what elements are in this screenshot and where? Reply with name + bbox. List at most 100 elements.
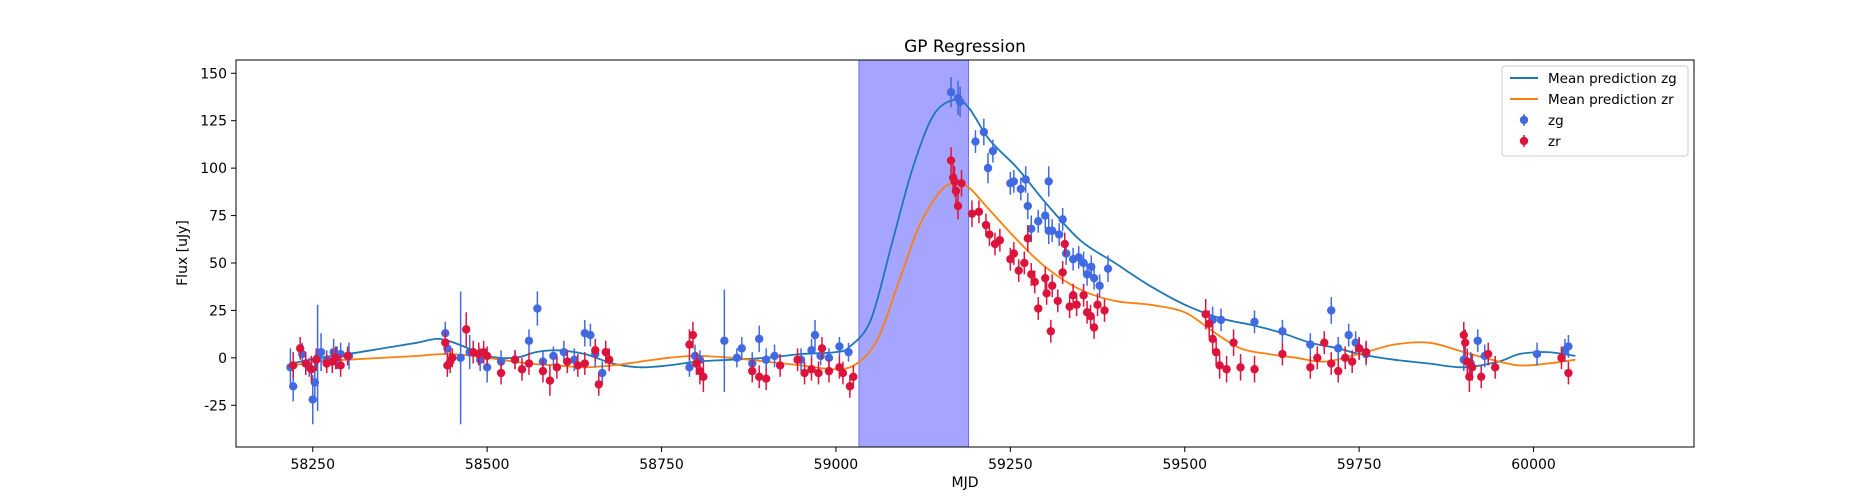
data-point-zg [289, 382, 298, 391]
data-point-zr [817, 344, 827, 353]
data-point-zr [563, 357, 572, 366]
data-point-zg [1061, 249, 1071, 258]
legend-marker-swatch [1519, 136, 1529, 146]
data-point-zr [1020, 258, 1029, 268]
data-point-zr [307, 365, 316, 374]
data-point-zg [524, 336, 534, 345]
legend-label: Mean prediction zr [1548, 92, 1674, 108]
data-point-zr [824, 366, 834, 376]
data-point-zr [1222, 365, 1231, 374]
data-point-zr [845, 382, 855, 391]
x-tick-label: 60000 [1511, 457, 1556, 473]
data-point-zg [1532, 349, 1542, 359]
data-point-zr [699, 372, 708, 382]
data-point-zr [1208, 334, 1217, 344]
data-point-zg [1054, 230, 1064, 239]
data-point-zr [552, 363, 562, 372]
mean-prediction-line-zg [291, 98, 1576, 369]
data-point-zg [1089, 273, 1099, 283]
data-point-zg [1216, 315, 1226, 325]
y-axis: -25 0 25 50 75 100 125 150 [200, 66, 236, 414]
data-point-zg [983, 163, 993, 173]
data-point-zr [1042, 289, 1051, 298]
data-point-zr [1354, 344, 1364, 353]
data-point-zg [1306, 340, 1315, 349]
data-point-zr [1041, 273, 1050, 283]
data-point-zr [981, 220, 991, 230]
data-point-zg [1009, 177, 1019, 186]
y-tick-label: 150 [200, 66, 227, 82]
data-point-zg [1278, 327, 1287, 336]
data-point-zr [1477, 372, 1486, 382]
data-point-zr [441, 338, 450, 347]
data-point-zr [301, 359, 310, 368]
data-point-zg [598, 368, 607, 378]
data-point-zr [974, 207, 984, 216]
x-tick-label: 59250 [988, 457, 1033, 473]
data-point-zg [971, 137, 980, 146]
data-point-zr [953, 201, 963, 211]
data-point-zr [685, 340, 694, 349]
data-point-zg [1327, 306, 1336, 315]
data-point-zr [1014, 266, 1023, 275]
legend-box [1501, 65, 1689, 157]
data-point-zr [1086, 311, 1095, 321]
data-point-zr [1065, 302, 1074, 311]
data-point-zg [807, 346, 816, 355]
data-point-zr [1467, 363, 1477, 372]
data-point-zr [1229, 338, 1238, 347]
x-axis: 58250 58500 58750 59000 59250 59500 59750 60000 [290, 447, 1556, 473]
data-point-zr [807, 365, 816, 374]
data-point-zg [1016, 184, 1026, 194]
data-point-zr [800, 368, 809, 378]
data-point-zr [1204, 319, 1214, 328]
data-point-zr [1347, 357, 1357, 366]
data-point-zg [955, 97, 965, 106]
data-point-zg [1079, 258, 1088, 268]
shaded-region [858, 60, 969, 447]
x-tick-label: 58250 [290, 457, 335, 473]
y-tick-label: 0 [218, 351, 227, 367]
data-point-zr [1053, 296, 1062, 306]
data-point-zr [793, 355, 802, 364]
data-point-zg [1074, 253, 1083, 262]
data-point-zg [1034, 217, 1043, 226]
data-point-zg [1041, 211, 1050, 220]
data-point-zr [1201, 310, 1210, 319]
y-axis-label: Flux [uJy] [175, 220, 191, 286]
data-point-zr [1093, 300, 1102, 309]
data-point-zr [545, 376, 555, 385]
data-point-zr [692, 359, 701, 368]
data-point-zr [1484, 349, 1493, 359]
data-point-zg [482, 363, 492, 372]
y-tick-label: 25 [209, 303, 227, 319]
data-point-zr [957, 179, 966, 188]
data-point-zg [1250, 317, 1259, 326]
data-point-zr [573, 361, 583, 370]
data-point-zr [1313, 353, 1322, 363]
x-axis-label: MJD [952, 475, 979, 491]
data-point-zr [1320, 338, 1329, 347]
data-point-zr [995, 236, 1005, 245]
plot-area [286, 60, 1576, 447]
data-point-zg [1044, 177, 1053, 186]
data-point-zr [343, 351, 352, 361]
data-point-zr [1334, 366, 1343, 376]
data-point-zg [1048, 226, 1057, 235]
data-point-zr [1557, 353, 1566, 363]
data-point-zr [1058, 268, 1067, 277]
data-point-zr [448, 353, 457, 363]
data-point-zr [524, 359, 534, 368]
legend-label: Mean prediction zg [1548, 71, 1677, 87]
data-point-zr [967, 209, 977, 218]
x-tick-label: 58750 [639, 457, 684, 473]
data-point-zr [312, 355, 321, 364]
x-tick-label: 59000 [814, 457, 859, 473]
data-point-zr [1306, 363, 1315, 372]
data-point-zr [482, 351, 492, 361]
data-point-zr [838, 368, 848, 378]
y-tick-label: 100 [200, 161, 227, 177]
data-point-zr [688, 330, 698, 340]
data-point-zr [761, 374, 771, 383]
data-point-zr [605, 355, 614, 364]
